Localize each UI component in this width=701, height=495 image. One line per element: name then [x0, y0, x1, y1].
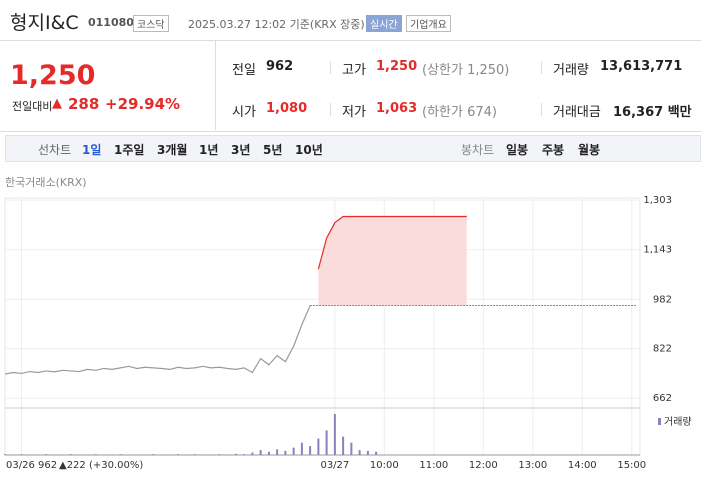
change-pct: +29.94% — [105, 95, 181, 113]
x-tick-label: 11:00 — [419, 460, 448, 471]
tab-label: 봉차트 — [461, 143, 495, 157]
x-tick-label: 03/27 — [320, 460, 349, 471]
stat-value: 962 — [266, 59, 294, 74]
stat-note: (상한가 1,250) — [422, 63, 510, 78]
volume-bar — [292, 447, 295, 455]
volume-bar — [342, 436, 345, 455]
period-tab[interactable]: 1일 — [82, 143, 102, 157]
volume-bar — [267, 451, 270, 455]
timestamp: 2025.03.27 12:02 기준(KRX 장중) — [188, 18, 365, 31]
volume-bar — [350, 442, 353, 455]
volume-bar — [284, 450, 287, 455]
y-tick-label: 822 — [653, 344, 672, 355]
volume-bar — [309, 445, 312, 455]
volume-bar — [119, 454, 122, 455]
y-tick-label: 662 — [653, 393, 672, 404]
volume-bar — [243, 454, 246, 455]
current-price: 1,250 — [10, 60, 96, 91]
x-tick-label: 13:00 — [518, 460, 547, 471]
volume-bar — [375, 451, 378, 455]
volume-bar — [358, 450, 361, 455]
tab-bar — [5, 135, 701, 162]
stock-code: 011080 — [88, 16, 134, 29]
stat-label: 전일 — [232, 63, 256, 78]
volume-bar — [251, 452, 254, 455]
volume-bar — [317, 438, 320, 455]
stat-value: 1,250 — [376, 59, 418, 74]
realtime-button[interactable]: 실시간 — [366, 15, 402, 32]
volume-bar — [69, 454, 72, 455]
candle-tab[interactable]: 주봉 — [542, 143, 565, 157]
volume-bar — [152, 454, 155, 455]
stat-label: 거래량 — [553, 63, 589, 78]
y-tick-label: 982 — [653, 294, 672, 305]
stat-label: 시가 — [232, 105, 256, 120]
volume-bar — [325, 430, 328, 455]
price-line — [317, 215, 467, 270]
period-tab[interactable]: 10년 — [295, 143, 323, 157]
volume-bar — [333, 414, 336, 455]
period-tab[interactable]: 3개월 — [157, 143, 188, 157]
period-tab[interactable]: 5년 — [263, 143, 283, 157]
legend-swatch — [658, 418, 661, 425]
x-tick-label: 14:00 — [568, 460, 597, 471]
stat-label: 저가 — [342, 105, 366, 120]
change: 288 — [68, 95, 100, 113]
volume-bar — [45, 454, 48, 455]
candle-tab[interactable]: 월봉 — [578, 143, 601, 157]
x-tick-label: 12:00 — [469, 460, 498, 471]
quote-box — [0, 40, 701, 132]
divider — [541, 103, 542, 116]
divider — [215, 40, 216, 130]
period-tab[interactable]: 3년 — [231, 143, 251, 157]
change-arrow: ▲ — [52, 96, 62, 111]
market-badge: 코스닥 — [133, 15, 169, 32]
stat-value: 16,367 백만 — [613, 105, 692, 120]
x-tick-label: 15:00 — [617, 460, 646, 471]
volume-bar — [259, 450, 262, 455]
stat-value: 1,063 — [376, 101, 418, 116]
legend-label: 거래량 — [664, 416, 692, 428]
volume-bar — [193, 454, 196, 455]
chart-source: 한국거래소(KRX) — [5, 176, 87, 189]
divider — [541, 61, 542, 74]
plot-frame — [4, 197, 641, 456]
x-tick-label: 10:00 — [370, 460, 399, 471]
footer-close: 962 — [38, 460, 57, 471]
volume-bar — [300, 442, 303, 455]
divider — [330, 61, 331, 74]
footer-change: ▲222 (+30.00%) — [59, 460, 143, 471]
area-fill — [318, 216, 467, 306]
y-tick-label: 1,143 — [643, 245, 672, 256]
stat-note: (하한가 674) — [422, 105, 497, 120]
change-label: 전일대비 — [12, 100, 53, 113]
volume-bar — [4, 454, 6, 455]
candle-tab[interactable]: 일봉 — [506, 143, 529, 157]
volume-bar — [276, 449, 279, 455]
volume-bar — [366, 450, 369, 455]
price-line — [4, 305, 311, 375]
volume-bar — [177, 454, 180, 455]
tab-label: 선차트 — [38, 143, 72, 157]
footer-date: 03/26 — [6, 460, 35, 471]
stat-value: 13,613,771 — [600, 59, 683, 74]
divider — [330, 103, 331, 116]
stat-value: 1,080 — [266, 101, 308, 116]
volume-bar — [94, 454, 97, 455]
volume-bar — [234, 453, 237, 455]
stock-name: 형지I&C — [10, 12, 79, 34]
stat-label: 거래대금 — [553, 105, 601, 120]
period-tab[interactable]: 1주일 — [114, 143, 145, 157]
stat-label: 고가 — [342, 63, 366, 78]
company-info-button[interactable]: 기업개요 — [406, 15, 451, 32]
period-tab[interactable]: 1년 — [199, 143, 219, 157]
volume-bar — [20, 454, 23, 455]
y-tick-label: 1,303 — [643, 195, 672, 206]
volume-bar — [218, 454, 221, 455]
